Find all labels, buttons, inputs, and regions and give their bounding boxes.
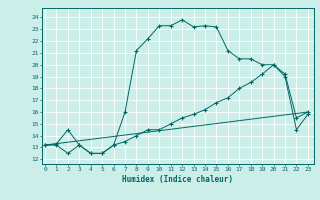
X-axis label: Humidex (Indice chaleur): Humidex (Indice chaleur) <box>122 175 233 184</box>
